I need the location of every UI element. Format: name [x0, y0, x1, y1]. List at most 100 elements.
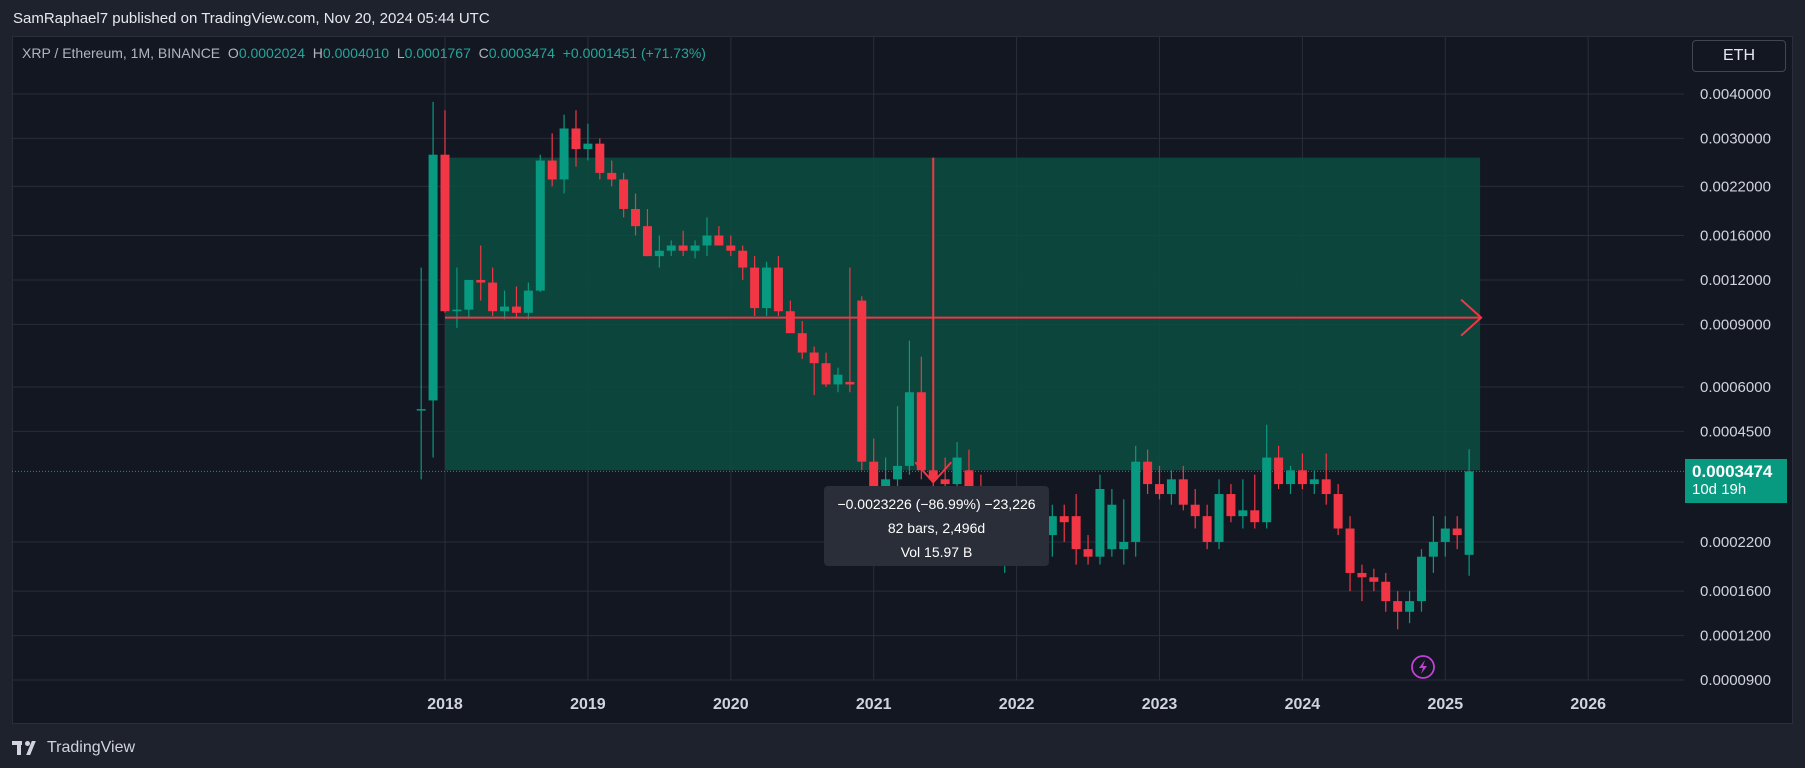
candle-body [1262, 457, 1272, 523]
x-tick-label: 2022 [999, 696, 1035, 713]
candle-body [1131, 461, 1141, 542]
measure-horizontal-arrowhead [1460, 298, 1483, 337]
candle-body [762, 267, 772, 309]
low-label: L [396, 45, 405, 61]
x-tick-label: 2025 [1428, 696, 1464, 713]
last-price-tag: 0.0003474 10d 19h [1685, 459, 1787, 503]
candle-body [631, 208, 641, 227]
candle-body [595, 143, 605, 173]
measure-tooltip: −0.0023226 (−86.99%) −23,226 82 bars, 2,… [824, 486, 1049, 566]
candle-body [738, 250, 748, 268]
bar-countdown: 10d 19h [1692, 481, 1747, 498]
candle-body [1238, 510, 1248, 517]
x-tick-label: 2026 [1570, 696, 1606, 713]
candle-body [785, 311, 795, 334]
candle-body [1190, 504, 1200, 517]
candle-body [1083, 549, 1093, 557]
y-tick-label: 0.0012000 [1700, 272, 1771, 289]
measure-bars: 82 bars, 2,496d [887, 520, 986, 536]
candle-body [1119, 541, 1129, 550]
currency-button[interactable]: ETH [1692, 40, 1786, 72]
candle-body [666, 245, 676, 251]
candle-body [678, 245, 688, 251]
open-label: O [227, 45, 239, 61]
candle-body [1321, 479, 1331, 495]
y-tick-label: 0.0022000 [1700, 178, 1771, 195]
candle-body [571, 128, 581, 150]
candle-body [1381, 581, 1391, 602]
candle-body [1393, 601, 1403, 612]
candle-body [1214, 494, 1224, 542]
candle-body [428, 154, 438, 401]
candle-body [1405, 601, 1415, 612]
candle-body [893, 465, 903, 480]
candle-body [464, 279, 474, 310]
candle-body [1345, 528, 1355, 573]
candle-body [845, 381, 855, 385]
y-tick-label: 0.0006000 [1700, 379, 1771, 396]
candle-body [559, 128, 569, 180]
high-value: 0.0004010 [322, 45, 390, 61]
candle-body [500, 306, 510, 312]
candle-body [1155, 484, 1164, 495]
y-tick-label: 0.0030000 [1700, 130, 1771, 147]
measure-vertical-arrowhead [914, 461, 952, 484]
lightning-bolt [1419, 660, 1427, 674]
symbol-name[interactable]: XRP / Ethereum, 1M, BINANCE [22, 45, 221, 61]
x-tick-label: 2019 [570, 696, 606, 713]
candle-body [1416, 556, 1426, 602]
candle-body [940, 479, 950, 485]
measure-change: −0.0023226 (−86.99%) −23,226 [837, 496, 1036, 512]
high-label: H [312, 45, 323, 61]
candle-body [1274, 457, 1284, 485]
candle-body [1178, 479, 1188, 505]
x-tick-label: 2024 [1285, 696, 1321, 713]
candle-body [702, 235, 712, 246]
price-range-box [445, 157, 1481, 471]
lightning-icon [1411, 655, 1435, 679]
candle-body [952, 457, 962, 485]
candle-body [726, 245, 736, 251]
candle-body [904, 392, 914, 466]
y-tick-label: 0.0040000 [1700, 86, 1771, 103]
candle-body [750, 267, 760, 309]
y-tick-label: 0.0001600 [1700, 583, 1771, 600]
candle-body [607, 172, 617, 180]
candle-body [714, 235, 724, 246]
candle-body [476, 279, 486, 283]
x-tick-label: 2023 [1142, 696, 1178, 713]
candle-body [1357, 572, 1367, 578]
candle-body [1071, 516, 1081, 550]
candle-body [523, 290, 533, 313]
candle-body [511, 306, 521, 313]
x-tick-label: 2018 [427, 696, 463, 713]
low-value: 0.0001767 [404, 45, 471, 61]
y-tick-label: 0.0002200 [1700, 534, 1771, 551]
candle-body [1250, 510, 1260, 523]
brand[interactable]: TradingView [12, 736, 135, 760]
candle-body [1285, 470, 1295, 485]
candle-body [1297, 470, 1307, 485]
measure-volume: Vol 15.97 B [900, 544, 973, 560]
candle-body [1464, 471, 1474, 555]
candle-body [1047, 516, 1057, 536]
candle-body [452, 309, 462, 312]
candle-body [1095, 488, 1105, 557]
candle-body [1369, 577, 1379, 582]
y-tick-label: 0.0016000 [1700, 228, 1771, 245]
candle-body [869, 461, 879, 495]
candle-body [440, 154, 450, 312]
candle-body [833, 374, 843, 385]
candle-body [857, 300, 867, 462]
candle-body [1428, 541, 1438, 557]
candle-body [535, 160, 545, 291]
y-tick-label: 0.0004500 [1700, 423, 1771, 440]
y-tick-label: 0.0009000 [1700, 316, 1771, 333]
candle-body [1107, 504, 1117, 550]
candle-body [488, 282, 498, 312]
candle-body [1202, 516, 1212, 542]
candle-body [654, 250, 664, 257]
candle-body [1059, 516, 1069, 523]
candle-body [1143, 461, 1153, 485]
